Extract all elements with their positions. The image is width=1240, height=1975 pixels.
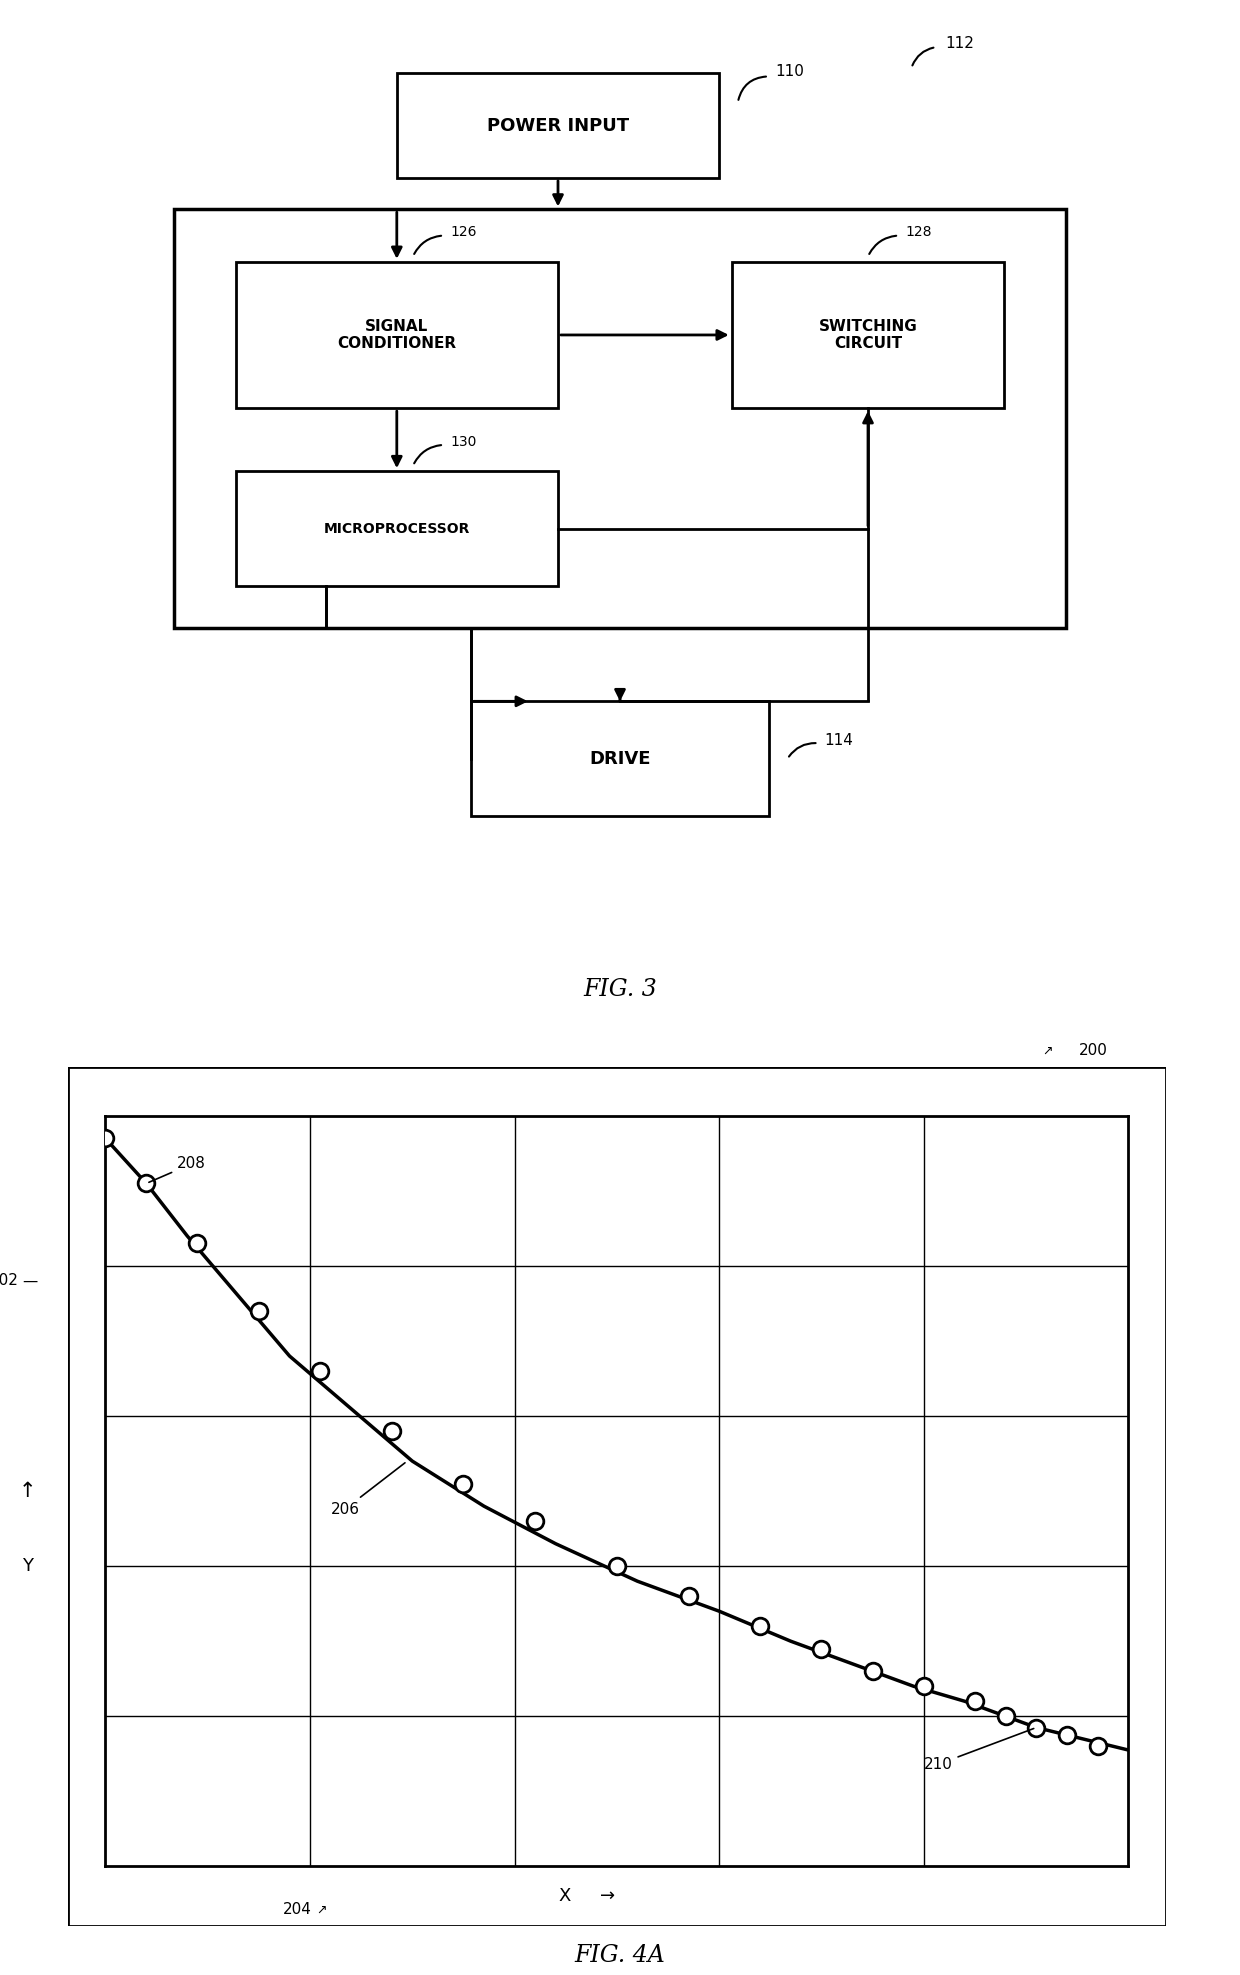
Text: X: X <box>558 1886 570 1906</box>
Bar <box>732 261 1004 409</box>
Text: Y: Y <box>22 1556 32 1576</box>
Text: 206: 206 <box>330 1463 405 1517</box>
Text: 208: 208 <box>149 1157 206 1183</box>
Text: DRIVE: DRIVE <box>589 750 651 768</box>
Text: 112: 112 <box>945 36 973 51</box>
Text: —: — <box>22 1274 37 1288</box>
Text: ↑: ↑ <box>19 1481 36 1501</box>
Text: ↗: ↗ <box>1043 1045 1053 1057</box>
Text: FIG. 4A: FIG. 4A <box>574 1943 666 1967</box>
Text: FIG. 3: FIG. 3 <box>583 978 657 1001</box>
Bar <box>236 470 558 587</box>
Text: 204: 204 <box>283 1902 312 1918</box>
Text: 128: 128 <box>905 225 931 239</box>
Text: SIGNAL
CONDITIONER: SIGNAL CONDITIONER <box>337 318 456 352</box>
Text: 110: 110 <box>775 63 804 79</box>
Text: 210: 210 <box>924 1728 1034 1772</box>
Text: 202: 202 <box>0 1274 19 1288</box>
Bar <box>236 261 558 409</box>
Text: 114: 114 <box>825 733 853 749</box>
Bar <box>397 73 719 178</box>
Text: ↗: ↗ <box>316 1904 326 1916</box>
Text: MICROPROCESSOR: MICROPROCESSOR <box>324 521 470 535</box>
Text: 126: 126 <box>450 225 476 239</box>
Text: SWITCHING
CIRCUIT: SWITCHING CIRCUIT <box>818 318 918 352</box>
Text: →: → <box>600 1886 615 1906</box>
Bar <box>174 209 1066 628</box>
Text: 130: 130 <box>450 434 476 448</box>
Text: POWER INPUT: POWER INPUT <box>487 117 629 134</box>
Bar <box>471 701 769 816</box>
Text: 200: 200 <box>1079 1043 1107 1059</box>
